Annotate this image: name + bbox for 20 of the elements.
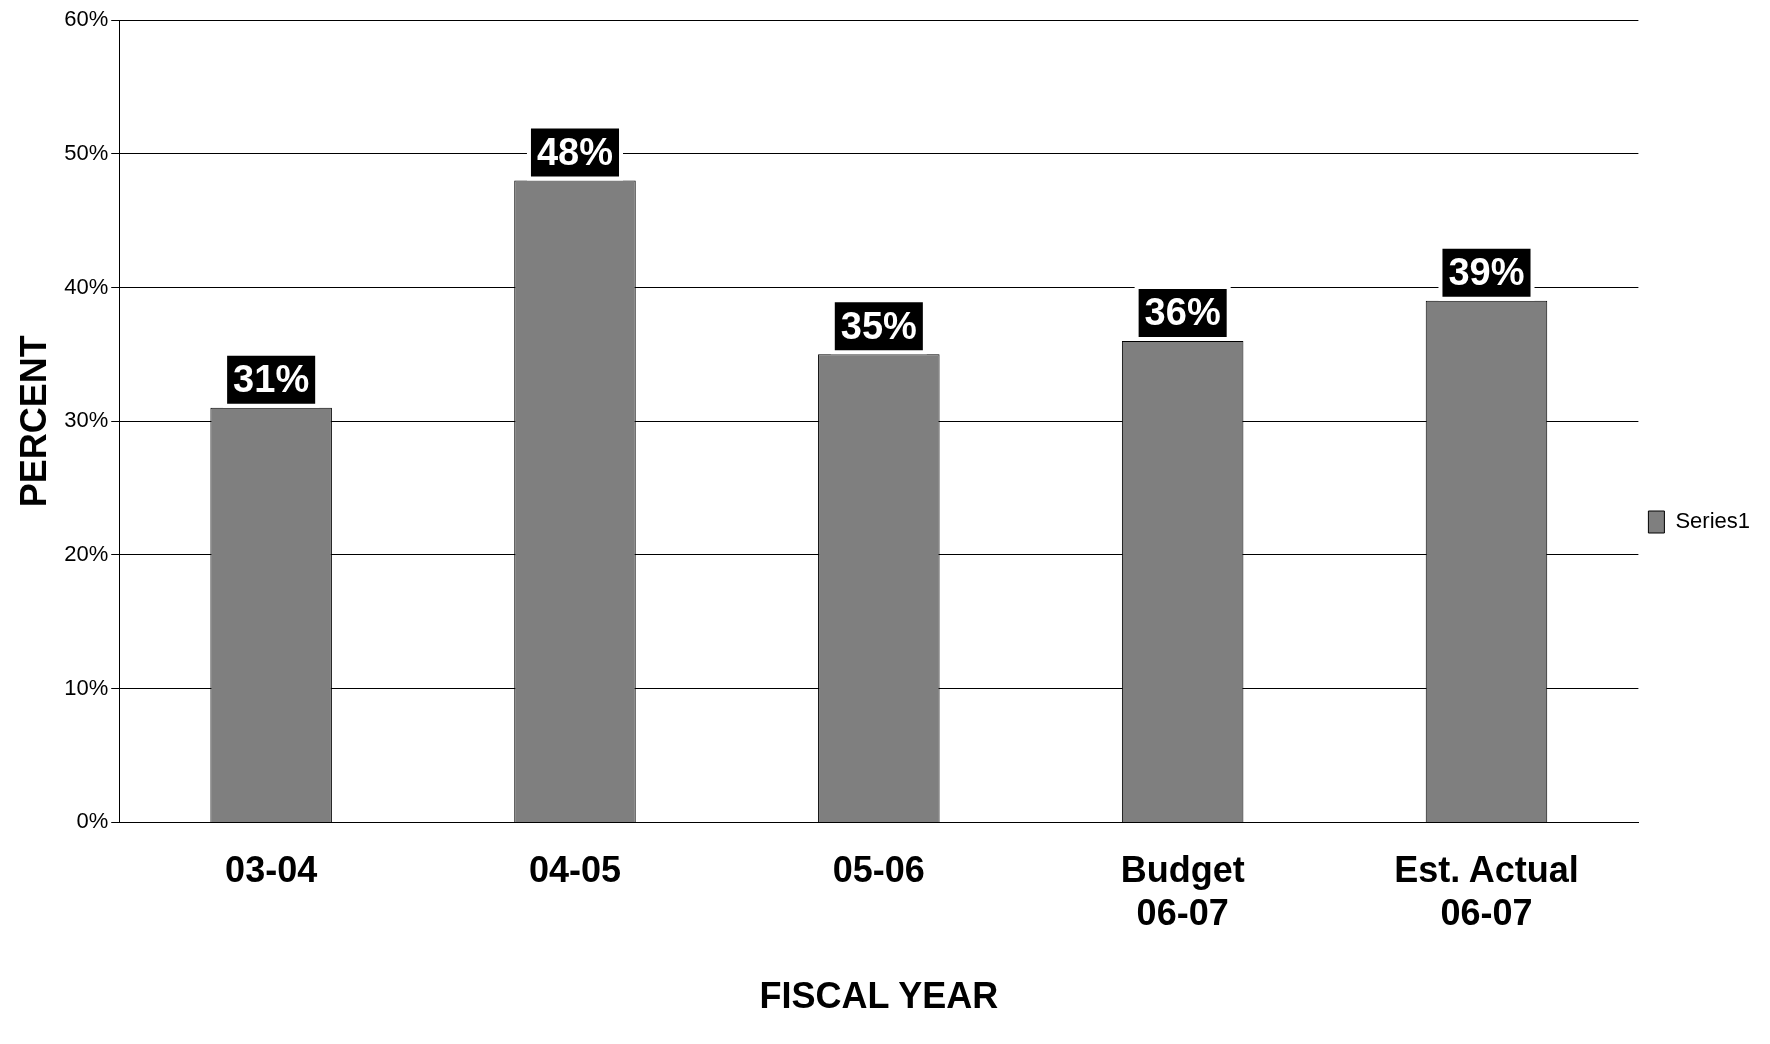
legend-label: Series1 <box>1675 508 1750 534</box>
y-tick-label: 50% <box>64 139 109 165</box>
y-tick-label: 30% <box>64 407 109 433</box>
y-tick-label: 0% <box>76 808 109 834</box>
data-label: 39% <box>1448 251 1525 294</box>
x-tick-label: 05-06 <box>832 848 925 890</box>
y-tick-label: 60% <box>64 6 109 32</box>
y-axis-title: PERCENT <box>12 335 54 508</box>
data-label: 35% <box>840 304 917 347</box>
data-label: 48% <box>536 130 614 173</box>
data-label: 36% <box>1144 291 1221 334</box>
y-tick-label: 10% <box>64 674 109 700</box>
x-tick-label: Est. Actual 06-07 <box>1394 848 1579 934</box>
x-tick-label: Budget 06-07 <box>1120 848 1245 934</box>
y-tick-label: 40% <box>64 273 109 299</box>
x-tick-label: 03-04 <box>225 848 318 890</box>
x-axis-title: FISCAL YEAR <box>759 975 999 1017</box>
x-tick-label: 04-05 <box>528 848 622 890</box>
y-tick-label: 20% <box>64 541 109 566</box>
data-label: 31% <box>233 358 310 401</box>
